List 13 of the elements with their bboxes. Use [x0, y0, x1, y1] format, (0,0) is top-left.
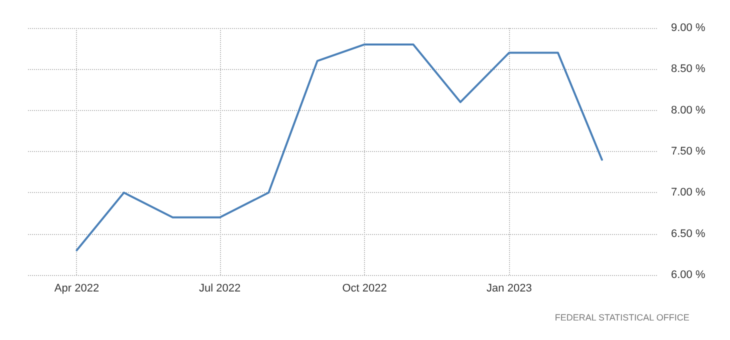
x-tick-label: Jan 2023 [486, 282, 532, 294]
y-tick-label: 7.00 % [671, 186, 706, 199]
y-tick-label: 7.50 % [671, 146, 706, 158]
x-tick-label: Oct 2022 [342, 282, 387, 294]
x-tick-label: Jul 2022 [199, 282, 241, 294]
y-tick-label: 8.50 % [671, 63, 706, 76]
y-tick-label: 6.50 % [671, 228, 706, 240]
line-series [76, 43, 603, 252]
y-tick-label: 6.00 % [671, 269, 706, 281]
text: FEDERAL STATISTICAL OFFICE [554, 312, 690, 322]
y-tick-label: 8.00 % [671, 104, 706, 116]
x-tick-label: Apr 2022 [54, 282, 100, 294]
y-tick-label: 9.00 % [671, 22, 706, 34]
